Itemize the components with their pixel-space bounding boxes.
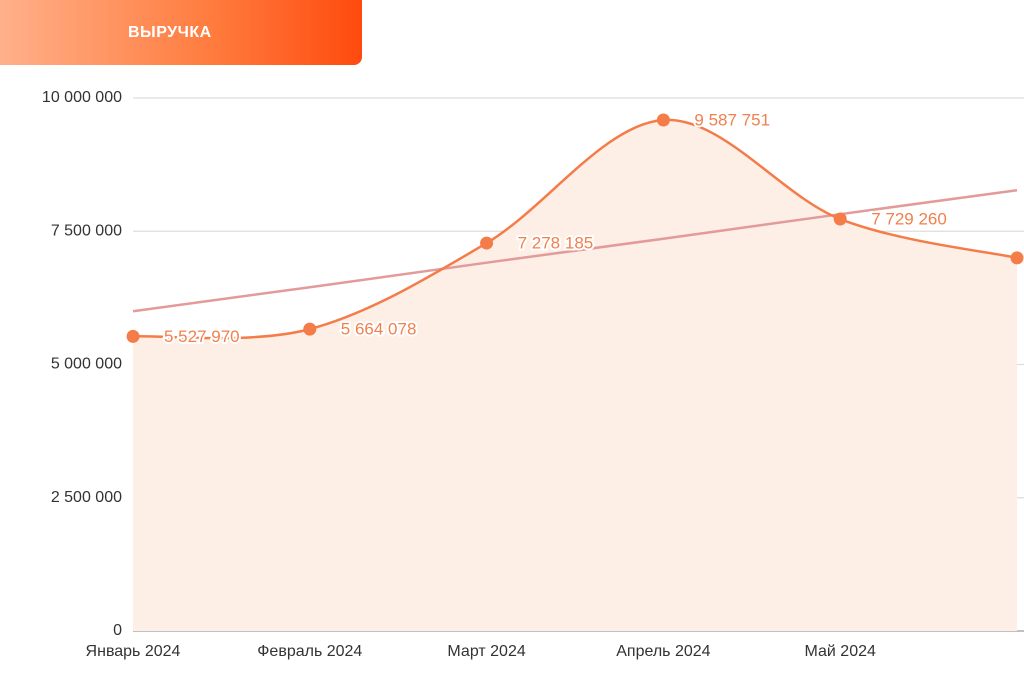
x-tick-label: Апрель 2024 bbox=[616, 643, 710, 660]
y-tick-label: 5 000 000 bbox=[51, 356, 122, 373]
y-tick-label: 2 500 000 bbox=[51, 489, 122, 506]
x-tick-label: Январь 2024 bbox=[86, 643, 181, 660]
area bbox=[133, 119, 1017, 631]
value-label: 7 729 260 bbox=[871, 210, 947, 229]
point bbox=[1010, 251, 1024, 265]
line bbox=[132, 118, 1018, 340]
value-label: 7 278 185 bbox=[518, 234, 594, 253]
point bbox=[656, 113, 670, 127]
point bbox=[480, 236, 494, 250]
x-tick-label: Февраль 2024 bbox=[257, 643, 362, 660]
point bbox=[303, 322, 317, 336]
value-label: 5 527 970 bbox=[164, 327, 240, 346]
x-tick-label: Март 2024 bbox=[447, 643, 525, 660]
y-tick-label: 10 000 000 bbox=[42, 89, 122, 106]
tab-button[interactable]: ВЫРУЧКА bbox=[0, 0, 362, 65]
point bbox=[833, 212, 847, 226]
y-tick-label: 7 500 000 bbox=[51, 222, 122, 239]
value-label: 5 664 078 bbox=[341, 320, 417, 339]
value-label: 9 587 751 bbox=[694, 110, 770, 129]
x-tick-label: Май 2024 bbox=[805, 643, 876, 660]
y-tick-label: 0 bbox=[113, 622, 122, 639]
point bbox=[126, 329, 140, 343]
trend-line bbox=[132, 188, 1018, 313]
